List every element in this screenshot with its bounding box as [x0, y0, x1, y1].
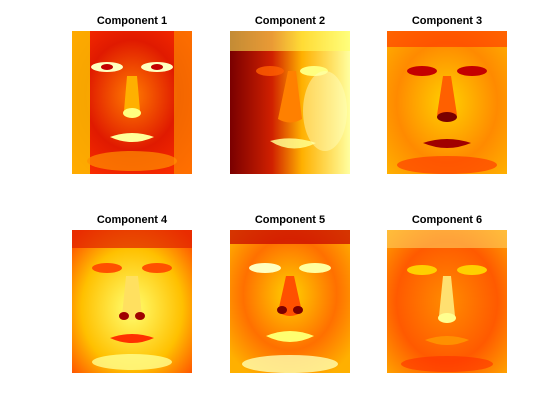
- panel-title: Component 6: [411, 214, 483, 226]
- panel-title: Component 4: [96, 214, 168, 226]
- face-image: [72, 31, 192, 174]
- panel-title: Component 5: [254, 214, 326, 226]
- panel-title: Component 2: [254, 15, 326, 27]
- face-image: [387, 230, 507, 373]
- face-image: [230, 230, 350, 373]
- face-image: [387, 31, 507, 174]
- panel-title: Component 1: [96, 15, 168, 27]
- panel-title: Component 3: [411, 15, 483, 27]
- face-image: [230, 31, 350, 174]
- face-image: [72, 230, 192, 373]
